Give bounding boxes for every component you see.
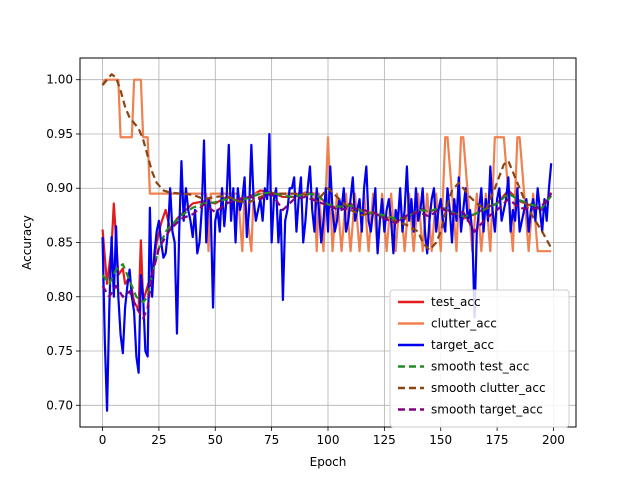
x-tick-label: 150 (429, 433, 452, 447)
y-tick-label: 0.75 (46, 344, 73, 358)
x-tick-label: 75 (264, 433, 279, 447)
y-tick-label: 0.70 (46, 398, 73, 412)
smooth-clutter-acc-legend-label: smooth clutter_acc (431, 381, 546, 395)
legend-box (389, 289, 570, 428)
x-tick-label: 50 (208, 433, 223, 447)
x-tick-label: 25 (151, 433, 166, 447)
y-tick-label: 0.80 (46, 290, 73, 304)
x-tick-label: 0 (99, 433, 107, 447)
y-tick-label: 1.00 (46, 73, 73, 87)
y-tick-label: 0.90 (46, 181, 73, 195)
clutter-acc-legend-label: clutter_acc (431, 317, 497, 331)
x-tick-label: 125 (373, 433, 396, 447)
x-tick-label: 200 (542, 433, 565, 447)
x-axis-label: Epoch (310, 455, 347, 469)
target-acc-line (101, 132, 553, 412)
series-lines (101, 73, 553, 412)
smooth-target-acc-legend-label: smooth target_acc (431, 403, 543, 417)
test-acc-legend-label: test_acc (431, 295, 481, 309)
target-acc-legend-label: target_acc (431, 338, 494, 352)
smooth-clutter-acc-line (101, 73, 553, 252)
smooth-target-acc-line (101, 192, 553, 320)
x-tick-label: 175 (486, 433, 509, 447)
y-axis-label: Accuracy (20, 215, 34, 270)
x-tick-label: 100 (317, 433, 340, 447)
smooth-test-acc-line (101, 191, 553, 304)
y-tick-label: 0.95 (46, 127, 73, 141)
x-ticks: 0 25 50 75 100 125 150 175 200 (99, 427, 565, 447)
smooth-test-acc-legend-label: smooth test_acc (431, 360, 529, 374)
y-tick-label: 0.85 (46, 236, 73, 250)
y-ticks: 0.70 0.75 0.80 0.85 0.90 0.95 1.00 (46, 73, 80, 412)
